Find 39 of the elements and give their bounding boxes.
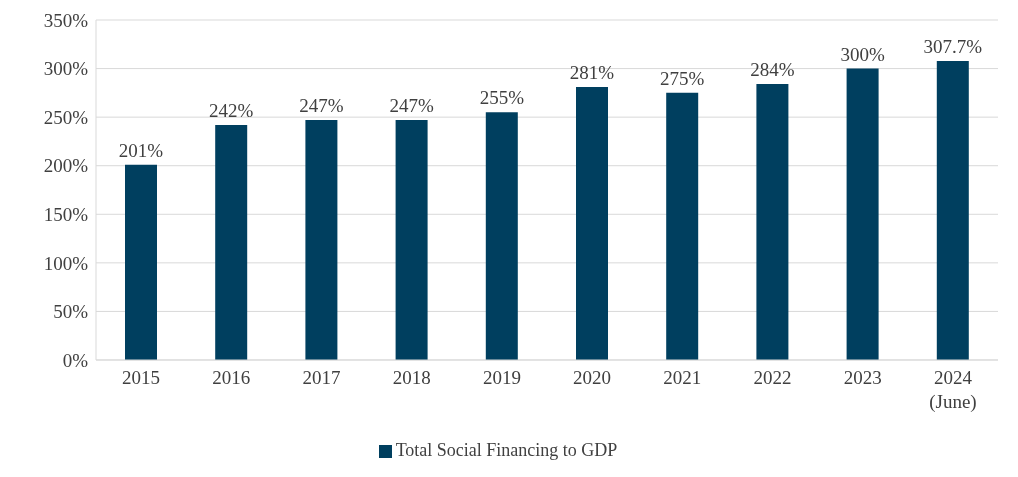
y-tick-label: 150% [43, 204, 89, 226]
data-label: 247% [299, 95, 344, 117]
x-tick-label: 2018 [392, 367, 431, 388]
x-tick-label: 2021 [663, 367, 702, 388]
data-label: 275% [660, 67, 705, 89]
data-label: 242% [209, 99, 254, 121]
y-tick-label: 100% [43, 252, 89, 274]
y-tick-label: 50% [53, 301, 89, 323]
data-label: 281% [569, 62, 615, 84]
bar [666, 92, 699, 360]
bar [485, 112, 518, 360]
data-label: 307.7% [923, 36, 983, 58]
y-tick-label: 200% [43, 155, 89, 177]
x-tick-label: 2016 [212, 367, 251, 388]
y-tick-label: 0% [62, 349, 89, 371]
bar [756, 84, 789, 360]
x-tick-label: 2017 [302, 367, 341, 388]
y-tick-label: 250% [43, 106, 89, 128]
x-tick-label: 2024 (June) [929, 367, 977, 413]
data-label: 300% [840, 43, 885, 65]
bar [936, 61, 969, 360]
data-label: 284% [750, 59, 795, 81]
bar [305, 120, 338, 360]
y-tick-label: 300% [43, 58, 89, 80]
data-label: 255% [479, 87, 525, 109]
x-tick-label: 2023 [843, 367, 882, 388]
bar [576, 87, 608, 360]
bar [395, 120, 428, 360]
x-tick-label: 2019 [482, 367, 521, 388]
bar [125, 164, 157, 360]
data-label: 247% [389, 95, 434, 117]
x-tick-label: 2015 [122, 367, 161, 388]
y-tick-label: 350% [43, 9, 89, 31]
x-tick-label: 2020 [573, 367, 612, 388]
bar [215, 124, 248, 360]
data-label: 201% [118, 139, 164, 161]
x-tick-label: 2022 [753, 367, 792, 388]
bar [846, 68, 879, 360]
legend-label: Total Social Financing to GDP [395, 440, 618, 460]
